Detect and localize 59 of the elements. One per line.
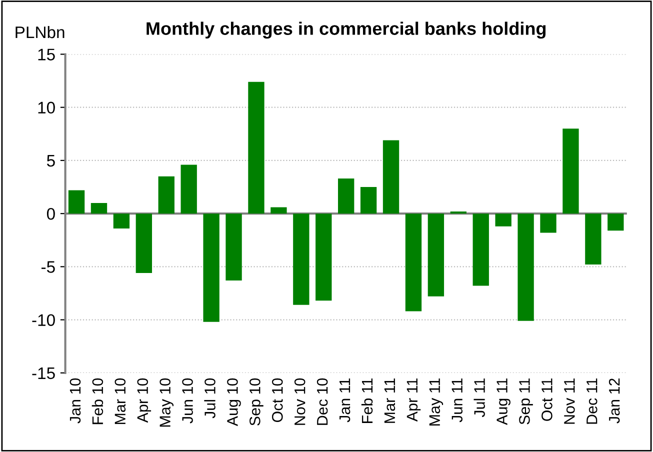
x-tick-label: Mar 11 (384, 378, 396, 423)
bar (518, 214, 534, 321)
x-tick-label: Jan 10 (70, 378, 81, 424)
bar (68, 190, 85, 214)
x-tick-label: Feb 10 (92, 378, 104, 424)
y-tick-label: 5 (46, 155, 55, 167)
y-tick-label: -5 (42, 261, 55, 273)
x-tick-label: May 10 (160, 378, 174, 427)
x-tick-label: Aug 10 (227, 378, 241, 426)
bar (203, 214, 220, 322)
x-tick-label: Oct 10 (272, 378, 283, 422)
bar (428, 214, 444, 296)
bar (158, 176, 174, 214)
x-tick-label: Dec 11 (586, 378, 598, 424)
bar (338, 178, 354, 214)
x-tick-label: Dec 10 (316, 378, 328, 425)
bar (226, 214, 242, 280)
bar (450, 211, 466, 214)
x-tick-label: Jan 11 (340, 378, 350, 422)
y-tick-label: -10 (32, 314, 55, 326)
x-tick-label: May 11 (429, 378, 444, 426)
x-tick-label: Jun 11 (452, 378, 463, 422)
x-tick-label: Jun 10 (182, 378, 193, 424)
x-tick-label: Apr 10 (137, 378, 152, 423)
bar (585, 214, 602, 265)
y-tick-label: -15 (32, 367, 55, 380)
bar (405, 214, 422, 312)
x-tick-label: Aug 11 (496, 378, 510, 426)
y-tick-label: 10 (38, 102, 55, 114)
bar (90, 202, 108, 214)
x-tick-label: Sep 10 (250, 378, 264, 426)
bar (113, 214, 130, 228)
bar (562, 128, 579, 214)
x-tick-label: Sep 11 (519, 378, 533, 424)
bar (180, 164, 197, 214)
bar (382, 140, 400, 214)
x-tick-label: Nov 11 (564, 378, 575, 424)
x-tick-label: Oct 11 (542, 378, 552, 421)
x-tick-label: Apr 11 (406, 378, 421, 422)
chart-title: Monthly changes in commercial banks holding (146, 22, 546, 39)
x-tick-label: Jul 11 (474, 378, 485, 418)
x-tick-label: Feb 11 (361, 378, 373, 423)
bar (360, 187, 377, 214)
x-tick-label: Mar 10 (114, 378, 126, 424)
y-tick-label: 15 (38, 48, 55, 60)
x-tick-label: Nov 10 (294, 378, 306, 425)
y-tick-label: 0 (46, 208, 55, 220)
bar (293, 214, 310, 305)
bar (608, 214, 624, 231)
bar (495, 214, 512, 226)
x-tick-label: Jul 10 (204, 378, 216, 418)
bar (248, 82, 264, 214)
bar (270, 207, 287, 214)
bar (316, 214, 332, 301)
x-tick-label: Jan 12 (608, 378, 620, 424)
bar (472, 214, 489, 286)
bar (136, 214, 152, 274)
y-axis-title: PLNbn (16, 26, 64, 38)
bar (540, 214, 556, 233)
